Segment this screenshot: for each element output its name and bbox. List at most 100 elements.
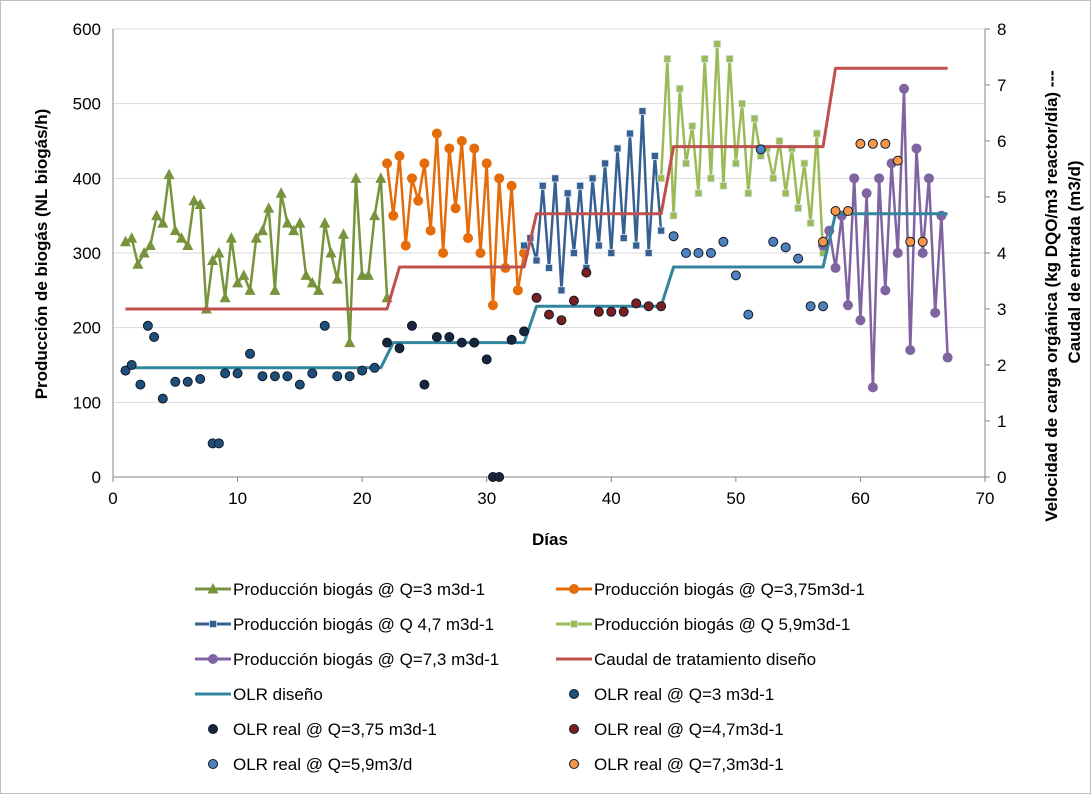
data-point	[519, 326, 530, 337]
y-right-tick-label: 5	[997, 188, 1006, 207]
data-point	[469, 337, 480, 348]
data-point	[157, 393, 168, 404]
series-group	[125, 212, 948, 370]
data-point	[755, 144, 766, 155]
data-point	[425, 225, 436, 236]
data-point	[357, 365, 368, 376]
data-point	[650, 152, 659, 160]
data-point	[375, 172, 387, 183]
data-point	[917, 248, 928, 258]
y-right-tick-label: 8	[997, 20, 1006, 39]
y-left-tick-label: 600	[73, 20, 101, 39]
data-point	[626, 129, 634, 138]
data-point	[232, 276, 244, 288]
data-point	[469, 143, 480, 154]
data-point	[257, 371, 268, 382]
data-point	[306, 276, 318, 288]
data-point	[781, 189, 790, 198]
data-point	[400, 240, 411, 251]
data-point	[643, 301, 654, 312]
legend-label: Producción biogás @ Q=3,75m3d-1	[594, 580, 865, 599]
series-group	[818, 83, 953, 393]
data-point	[930, 307, 941, 318]
data-point	[494, 173, 505, 184]
legend-swatch-marker	[569, 724, 579, 734]
data-point	[388, 210, 399, 221]
data-point	[657, 174, 666, 183]
y-left-tick-label: 100	[73, 393, 101, 412]
x-tick-label: 70	[976, 489, 995, 508]
data-point	[744, 189, 753, 198]
data-point	[713, 40, 722, 48]
series-group	[382, 128, 530, 311]
data-point	[557, 286, 566, 295]
data-point	[135, 379, 146, 390]
data-point	[892, 248, 903, 258]
series-group	[818, 138, 928, 247]
data-point	[619, 234, 628, 242]
series-line	[125, 66, 948, 311]
data-point	[768, 236, 779, 247]
data-point	[936, 210, 947, 221]
data-point	[812, 129, 821, 138]
data-point	[382, 337, 393, 348]
data-point	[730, 270, 741, 281]
data-point	[126, 232, 138, 243]
legend-label: Producción biogás @ Q 5,9m3d-1	[594, 615, 850, 634]
data-point	[818, 301, 829, 312]
data-point	[923, 173, 934, 184]
data-point	[506, 180, 517, 191]
data-point	[220, 368, 231, 379]
data-point	[568, 295, 579, 306]
data-point	[917, 236, 928, 247]
data-point	[520, 241, 528, 250]
y-right-tick-label: 6	[997, 132, 1006, 151]
y-left-tick-label: 300	[73, 244, 101, 263]
data-point	[149, 332, 160, 342]
data-point	[194, 198, 206, 209]
legend-label: OLR real @ Q=5,9m3/d	[233, 755, 412, 774]
data-point	[576, 181, 585, 190]
data-point	[475, 248, 486, 258]
y-right-tick-label: 4	[997, 244, 1006, 263]
legend-label: Caudal de tratamiento diseño	[594, 650, 816, 669]
data-point	[269, 371, 280, 382]
series-group	[120, 320, 380, 449]
data-point	[182, 239, 194, 251]
data-point	[725, 54, 734, 63]
legend-label: Producción biogás @ Q=3 m3d-1	[233, 580, 485, 599]
legend-swatch-marker	[207, 583, 219, 594]
legend-item: Producción biogás @ Q=7,3 m3d-1	[195, 650, 499, 669]
data-point	[531, 292, 542, 303]
data-point	[681, 248, 692, 258]
data-point	[332, 371, 343, 382]
data-point	[769, 174, 778, 183]
data-point	[738, 99, 746, 108]
legend-item: Producción biogás @ Q=3,75m3d-1	[556, 580, 865, 599]
data-point	[319, 320, 330, 331]
data-point	[606, 306, 617, 317]
data-point	[631, 298, 642, 309]
data-point	[775, 137, 784, 145]
data-point	[867, 138, 878, 149]
legend-swatch-marker	[208, 724, 218, 734]
data-point	[481, 354, 492, 365]
data-point	[618, 306, 629, 317]
data-point	[481, 158, 492, 169]
data-point	[892, 155, 903, 166]
data-point	[394, 150, 405, 161]
data-point	[905, 236, 916, 247]
data-point	[613, 144, 622, 153]
data-point	[344, 371, 355, 382]
data-point	[450, 203, 461, 214]
data-point	[668, 231, 679, 242]
data-point	[431, 332, 442, 342]
data-point	[638, 107, 647, 116]
data-point	[588, 174, 597, 183]
x-axis-label: Días	[532, 530, 568, 549]
x-tick-label: 10	[228, 489, 247, 508]
data-point	[331, 273, 343, 284]
data-point	[632, 241, 641, 250]
series-group	[382, 320, 530, 482]
